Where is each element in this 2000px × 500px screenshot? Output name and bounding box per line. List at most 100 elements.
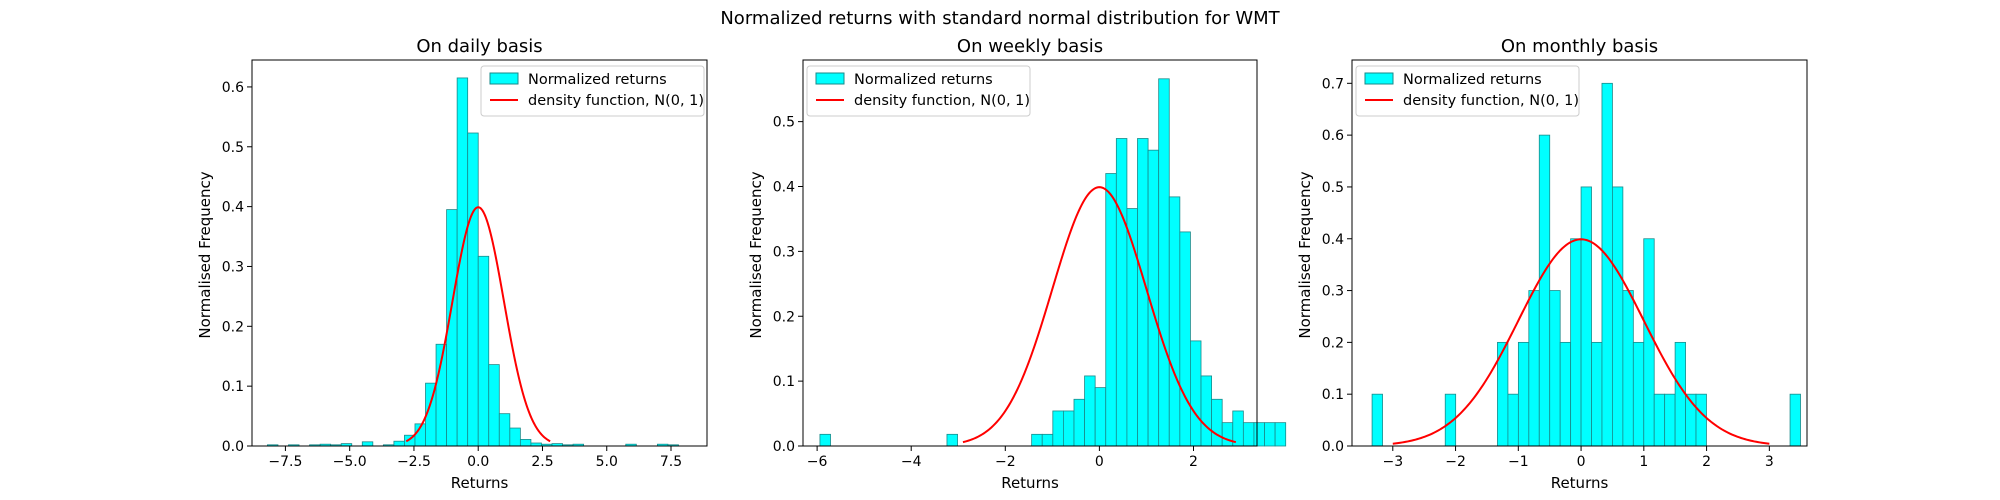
histogram-bar — [1371, 393, 1383, 447]
histogram-bar — [477, 255, 490, 447]
histogram-bar — [1179, 231, 1191, 447]
histogram-bar — [1264, 422, 1276, 447]
y-tick-label: 0.4 — [222, 200, 244, 216]
x-tick-label: 2.5 — [531, 454, 553, 470]
figure-title: Normalized returns with standard normal … — [720, 8, 1280, 29]
panel-weekly: On weekly basis −6 −4 −2 0 2 0.0 0.1 0.2 0.3 0.4 0… — [747, 36, 1287, 492]
histogram-bar — [1789, 393, 1801, 447]
histogram-bar — [393, 440, 405, 447]
histogram-bar — [488, 364, 500, 447]
x-tick-label: −1 — [1508, 454, 1529, 470]
histogram-bar — [1570, 238, 1582, 447]
histogram-bar — [1622, 290, 1634, 447]
legend-swatch-bars — [815, 72, 845, 85]
histogram-bar — [1052, 410, 1064, 447]
legend-label-bars: Normalized returns — [854, 72, 993, 88]
histogram-bar — [1073, 398, 1085, 447]
histogram-bar — [1538, 134, 1551, 447]
axes-frame — [251, 59, 708, 447]
histogram-bar — [1253, 422, 1265, 447]
legend-label-bars: Normalized returns — [528, 72, 667, 88]
histogram-bar — [1084, 375, 1096, 447]
plot-area: −6 −4 −2 0 2 0.0 0.1 0.2 0.3 0.4 0.5 — [773, 59, 1287, 470]
plot-area: −7.5 −5.0 −2.5 0.0 2.5 5.0 7.5 0.0 0.1 0.2 0.3 0.4 0… — [222, 59, 708, 470]
panel-daily: On daily basis −7.5 −5.0 −2.5 0.0 2.5 5.0 7.5 0… — [196, 36, 708, 492]
x-tick-label: −6 — [807, 454, 828, 470]
legend-swatch-bars — [1364, 72, 1394, 85]
axes-frame — [802, 59, 1258, 447]
legend-frame — [806, 65, 1031, 117]
histogram-bar — [1580, 186, 1592, 447]
x-axis-label: Returns — [451, 474, 509, 492]
y-tick-label: 0.1 — [773, 374, 795, 390]
x-tick-label: −3 — [1382, 454, 1403, 470]
histogram-bar — [1105, 173, 1117, 447]
legend: Normalized returns density function, N(0… — [1355, 65, 1580, 117]
panel-title: On weekly basis — [957, 36, 1103, 57]
density-curve — [962, 186, 1237, 444]
histogram-bar — [946, 433, 958, 447]
histogram-bar — [509, 427, 521, 447]
legend-label-curve: density function, N(0, 1) — [854, 93, 1030, 109]
histogram-bar — [498, 413, 511, 447]
legend-swatch-bars — [489, 72, 519, 85]
x-tick-label: −2.5 — [397, 454, 431, 470]
histogram-bar — [1211, 398, 1223, 447]
y-tick-label: 0.7 — [1322, 76, 1344, 92]
legend-label-bars: Normalized returns — [1403, 72, 1542, 88]
y-axis-label: Normalised Frequency — [1296, 171, 1314, 338]
x-tick-label: −5.0 — [333, 454, 367, 470]
histogram-bar — [1559, 341, 1572, 447]
legend-label-curve: density function, N(0, 1) — [1403, 93, 1579, 109]
legend-frame — [1355, 65, 1580, 117]
histogram-bar — [1200, 375, 1213, 447]
histogram-bar — [1063, 410, 1075, 447]
histogram-bar — [1632, 341, 1645, 447]
histogram-bar — [1274, 422, 1287, 447]
y-tick-label: 0.0 — [773, 439, 795, 455]
histogram-bar — [1591, 341, 1603, 447]
y-tick-label: 0.4 — [773, 180, 795, 196]
y-tick-label: 0.5 — [222, 140, 244, 156]
x-tick-label: 3 — [1765, 454, 1774, 470]
y-tick-label: 0.3 — [773, 244, 795, 260]
histogram-bar — [1601, 82, 1613, 447]
y-tick-label: 0.4 — [1322, 232, 1344, 248]
histogram-bar — [1674, 341, 1686, 447]
histogram-bar — [1041, 433, 1054, 447]
histogram-bar — [1031, 433, 1043, 447]
x-axis-label: Returns — [1551, 474, 1609, 492]
y-tick-label: 0.2 — [1322, 335, 1344, 351]
y-tick-label: 0.3 — [222, 259, 244, 275]
y-tick-label: 0.3 — [1322, 284, 1344, 300]
x-tick-label: −7.5 — [268, 454, 302, 470]
x-tick-label: 1 — [1639, 454, 1648, 470]
axes-frame — [1351, 59, 1808, 447]
y-tick-label: 0.0 — [1322, 439, 1344, 455]
histogram-bar — [519, 439, 532, 447]
y-tick-label: 0.6 — [222, 80, 244, 96]
x-tick-label: 5.0 — [596, 454, 618, 470]
histogram-bar — [1158, 78, 1170, 447]
panel-title: On daily basis — [416, 36, 542, 57]
x-tick-label: 2 — [1702, 454, 1711, 470]
x-tick-label: 7.5 — [660, 454, 682, 470]
panel-title: On monthly basis — [1501, 36, 1658, 57]
histogram-bar — [1517, 341, 1530, 447]
x-tick-label: 0 — [1577, 454, 1586, 470]
histogram-bar — [361, 441, 374, 447]
x-tick-label: 0 — [1095, 454, 1104, 470]
y-tick-label: 0.1 — [222, 379, 244, 395]
x-tick-label: 0.0 — [467, 454, 489, 470]
x-tick-label: −4 — [901, 454, 922, 470]
legend: Normalized returns density function, N(0… — [806, 65, 1031, 117]
y-axis-label: Normalised Frequency — [196, 171, 214, 338]
legend-frame — [480, 65, 705, 117]
histogram-bar — [467, 132, 479, 447]
y-axis-label: Normalised Frequency — [747, 171, 765, 338]
histogram-bar — [1221, 422, 1234, 447]
histogram-bar — [1664, 393, 1676, 447]
y-tick-label: 0.5 — [1322, 180, 1344, 196]
histogram-bar — [1168, 196, 1181, 447]
